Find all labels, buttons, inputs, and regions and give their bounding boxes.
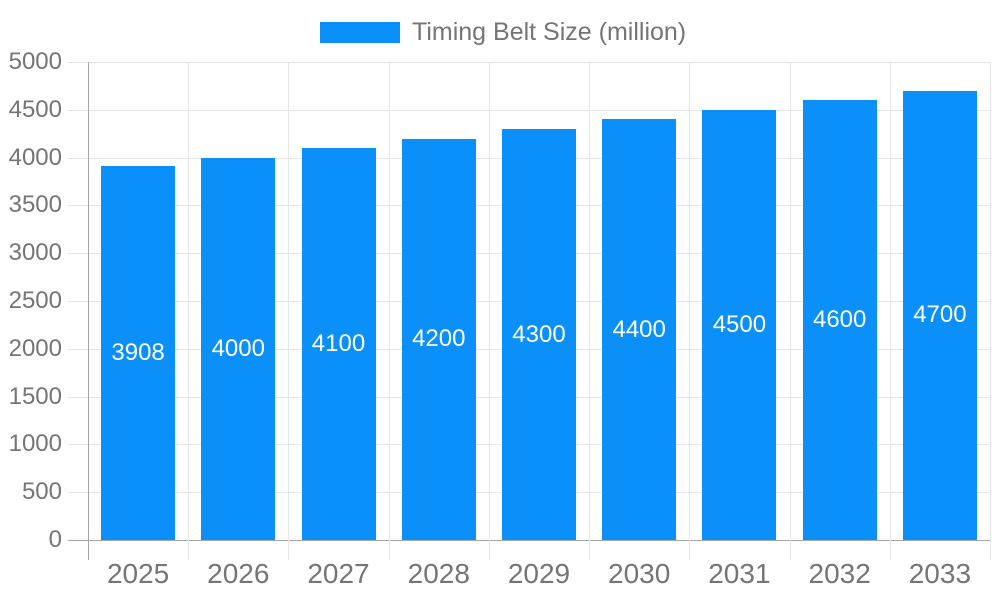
y-tick-label: 500 [21, 478, 62, 505]
bar-value-label: 4600 [812, 306, 867, 334]
y-axis-line [88, 62, 89, 560]
legend-label: Timing Belt Size (million) [412, 17, 687, 46]
x-axis-line [68, 540, 990, 541]
bar-2025[interactable] [101, 166, 176, 540]
legend-swatch-icon [320, 21, 400, 43]
x-tick-label: 2025 [106, 558, 170, 589]
x-tick-label: 2030 [608, 558, 671, 589]
x-tick-label: 2029 [507, 558, 571, 589]
y-gridline [68, 110, 990, 111]
y-tick-label: 0 [48, 526, 62, 553]
x-tick-label: 2033 [908, 558, 972, 589]
y-tick-label: 4500 [8, 96, 62, 123]
y-tick-label: 2500 [8, 287, 62, 314]
x-gridline [589, 62, 590, 560]
bar-2028[interactable] [401, 138, 476, 540]
y-tick-label: 5000 [8, 48, 62, 75]
x-tick-label: 2027 [307, 558, 370, 589]
x-gridline [389, 62, 390, 560]
bar-value-label: 4000 [211, 334, 265, 362]
x-tick-label: 2028 [407, 558, 470, 589]
y-tick-label: 2000 [8, 335, 62, 362]
bar-value-label: 3908 [111, 339, 165, 367]
bar-value-label: 4500 [712, 310, 767, 338]
legend-item[interactable]: Timing Belt Size (million) [320, 18, 686, 46]
y-tick-label: 1500 [8, 383, 62, 410]
bar-value-label: 4400 [612, 315, 666, 343]
x-gridline [890, 62, 891, 560]
bar-value-label: 4200 [412, 325, 466, 353]
bar-2029[interactable] [502, 128, 576, 540]
x-tick-label: 2032 [808, 558, 871, 589]
y-tick-label: 4000 [8, 144, 62, 171]
bar-2031[interactable] [702, 109, 777, 540]
y-tick-label: 1000 [8, 430, 62, 457]
x-gridline [489, 62, 490, 560]
bar-value-label: 4100 [311, 330, 366, 357]
bar-value-label: 4300 [512, 320, 566, 348]
x-gridline [790, 62, 791, 560]
x-tick-label: 2031 [708, 558, 771, 589]
x-gridline [689, 62, 690, 560]
bar-2027[interactable] [301, 148, 376, 540]
bar-2030[interactable] [602, 119, 677, 540]
y-gridline [68, 62, 990, 63]
bar-value-label: 4700 [913, 301, 967, 329]
bar-2033[interactable] [902, 90, 977, 540]
y-tick-label: 3000 [8, 239, 62, 266]
bar-2026[interactable] [201, 157, 276, 540]
x-tick-label: 2026 [207, 558, 270, 589]
x-gridline [288, 62, 289, 560]
bar-2032[interactable] [802, 100, 877, 540]
y-tick-label: 3500 [8, 191, 62, 218]
x-gridline [188, 62, 189, 560]
x-gridline [990, 62, 991, 560]
